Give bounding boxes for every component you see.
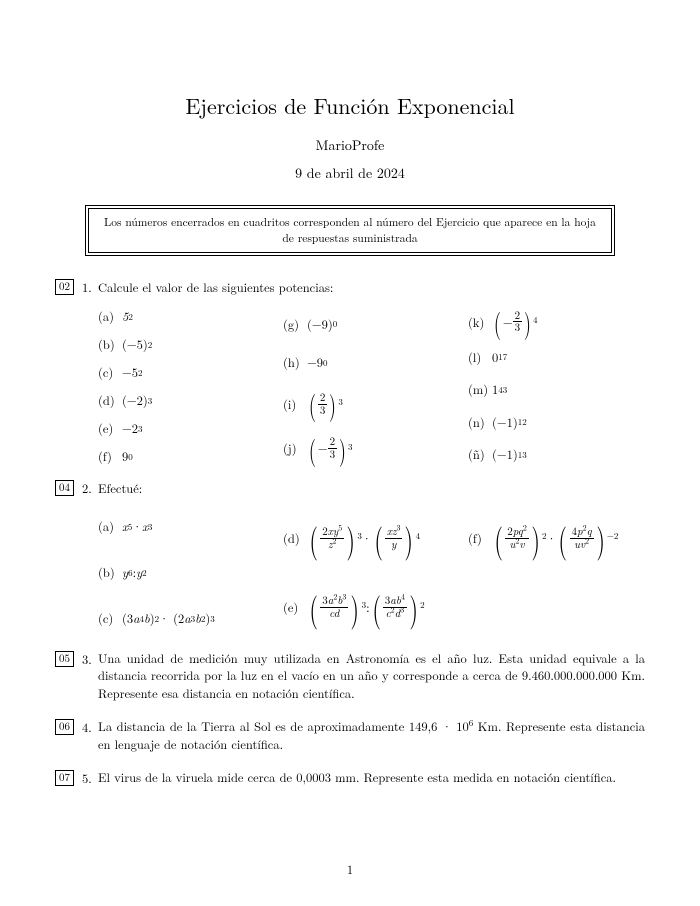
item-2c: (c)(3a4b)2 · (2a3b2)3: [98, 599, 275, 639]
problem-3-text: Una unidad de medición muy utilizada en …: [98, 650, 645, 703]
exercise-ref-box: 04: [55, 480, 74, 496]
item-b: (b)(−5)2: [98, 334, 275, 356]
problem-1-items: (a)52 (b)(−5)2 (c)−52 (d)(−2)3 (e)−23 (f…: [98, 303, 645, 471]
problem-2-items: (a)x5 · x3 (b)y6 : y2 (c)(3a4b)2 · (2a3b…: [98, 504, 645, 642]
exercise-ref-box: 06: [55, 719, 74, 735]
problem-4: 06 4. La distancia de la Tierra al Sol e…: [55, 718, 645, 763]
document-title: Ejercicios de Función Exponencial: [55, 90, 645, 121]
problem-number: 3.: [82, 650, 98, 669]
problem-5: 07 5. El virus de la viruela mide cerca …: [55, 769, 645, 797]
problem-number: 1.: [82, 278, 98, 297]
item-2b: (b)y6 : y2: [98, 553, 275, 593]
problem-5-text: El virus de la viruela mide cerca de 0,0…: [98, 769, 645, 787]
exercise-ref-box: 02: [55, 279, 74, 295]
notice-box: Los números encerrados en cuadritos corr…: [85, 205, 615, 256]
page-number: 1: [0, 860, 700, 878]
item-i: (i) 233: [283, 390, 460, 418]
item-c: (c)−52: [98, 362, 275, 384]
problem-number: 4.: [82, 718, 98, 737]
exercise-ref-box: 07: [55, 770, 74, 786]
document-author: MarioProfe: [55, 135, 645, 155]
item-m: (m)143: [468, 379, 645, 401]
problem-statement: Efectué:: [98, 479, 645, 498]
problem-number: 2.: [82, 479, 98, 498]
item-f: (f)90: [98, 446, 275, 468]
item-2e: (e) 3a2b3cd3 : 3ab4c2d32: [283, 587, 460, 627]
item-2d: (d) 2xy5z23 · xz3y4: [283, 518, 460, 558]
item-2f: (f) 2pq2u2v2 · 4p2quv2−2: [468, 518, 645, 558]
document-date: 9 de abril de 2024: [55, 163, 645, 183]
problem-4-text: La distancia de la Tierra al Sol es de a…: [98, 718, 645, 753]
item-g: (g)(−9)0: [283, 313, 460, 335]
problem-1: 02 1. Calcule el valor de las siguientes…: [55, 278, 645, 471]
item-a: (a)52: [98, 306, 275, 328]
item-e: (e)−23: [98, 418, 275, 440]
item-k: (k) −234: [468, 308, 645, 336]
problem-2: 04 2. Efectué: (a)x5 · x3 (b)y6 : y2 (c)…: [55, 479, 645, 642]
problem-statement: Calcule el valor de las siguientes poten…: [98, 278, 645, 297]
problem-number: 5.: [82, 769, 98, 788]
item-2a: (a)x5 · x3: [98, 507, 275, 547]
exercise-ref-box: 05: [55, 651, 74, 667]
problem-3: 05 3. Una unidad de medición muy utiliza…: [55, 650, 645, 713]
item-h: (h)−90: [283, 352, 460, 374]
item-l: (l)017: [468, 346, 645, 368]
page: Ejercicios de Función Exponencial MarioP…: [0, 0, 700, 906]
item-j: (j) −233: [283, 435, 460, 463]
item-n: (n)(−1)12: [468, 411, 645, 433]
problem-body: Calcule el valor de las siguientes poten…: [98, 278, 645, 471]
item-nn: (ñ)(−1)13: [468, 444, 645, 466]
notice-text: Los números encerrados en cuadritos corr…: [88, 208, 612, 253]
item-d: (d)(−2)3: [98, 390, 275, 412]
